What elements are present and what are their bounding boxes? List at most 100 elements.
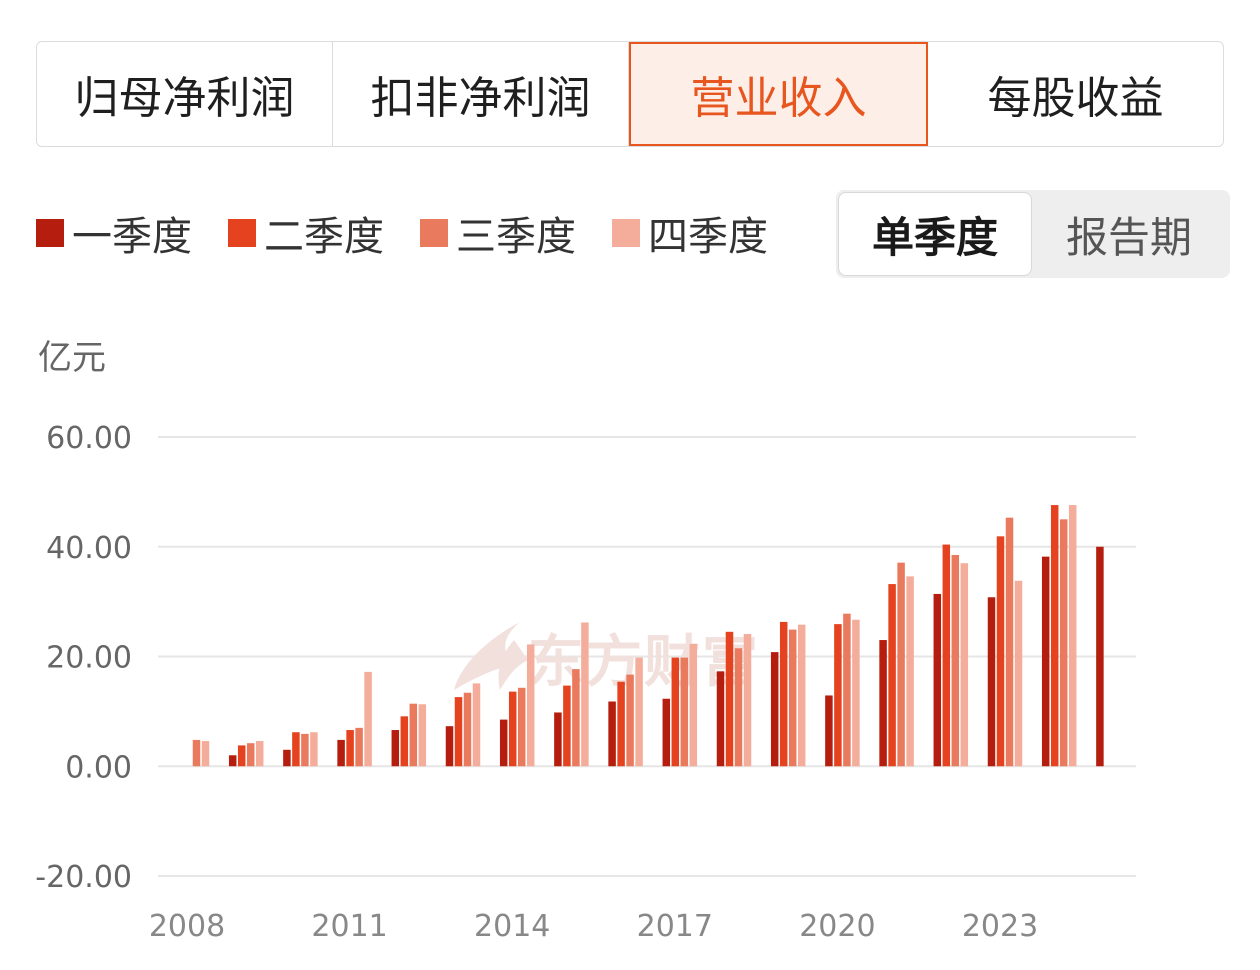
bar-q3-2013[interactable] xyxy=(463,692,472,767)
x-tick-label: 2011 xyxy=(311,909,387,944)
tab-operating-revenue[interactable]: 营业收入 xyxy=(629,42,928,146)
bar-q4-2021[interactable] xyxy=(906,576,914,767)
bars xyxy=(192,505,1104,767)
bar-q3-2014[interactable] xyxy=(517,687,526,767)
bar-q2-2022[interactable] xyxy=(942,544,951,767)
y-axis-ticks: 60.00 40.00 20.00 0.00 -20.00 xyxy=(35,421,132,895)
bar-q4-2020[interactable] xyxy=(852,619,860,767)
bar-q3-2015[interactable] xyxy=(572,669,580,767)
bar-q2-2017[interactable] xyxy=(671,657,680,767)
bar-q4-2010[interactable] xyxy=(310,732,318,767)
bar-q4-2012[interactable] xyxy=(418,704,427,767)
bar-q1-2015[interactable] xyxy=(554,712,562,767)
bar-q3-2016[interactable] xyxy=(626,674,634,767)
y-tick-label: 0.00 xyxy=(65,750,132,785)
legend-label-q4: 四季度 xyxy=(648,214,768,260)
legend-item-q1[interactable]: 一季度 xyxy=(36,204,192,262)
legend-label-q2: 二季度 xyxy=(264,214,384,260)
tab-net-profit-deducted[interactable]: 扣非净利润 xyxy=(333,42,629,146)
x-tick-label: 2014 xyxy=(474,909,550,944)
legend-swatch-q4 xyxy=(612,219,640,247)
bar-q4-2016[interactable] xyxy=(635,657,643,767)
x-axis-ticks: 2008 2011 2014 2017 2020 2023 xyxy=(149,909,1038,944)
period-toggle: 单季度 报告期 xyxy=(836,190,1230,278)
bar-q2-2012[interactable] xyxy=(400,716,409,767)
bar-q1-2021[interactable] xyxy=(879,640,887,767)
bar-q3-2017[interactable] xyxy=(680,657,689,767)
legend-swatch-q3 xyxy=(420,219,448,247)
bar-q4-2008[interactable] xyxy=(201,741,210,767)
legend-item-q3[interactable]: 三季度 xyxy=(420,204,576,262)
bar-q3-2010[interactable] xyxy=(301,733,309,767)
bar-q3-2012[interactable] xyxy=(409,703,418,767)
bar-q4-2024[interactable] xyxy=(1068,505,1077,767)
bar-q3-2023[interactable] xyxy=(1005,517,1014,767)
bar-q1-2012[interactable] xyxy=(391,730,400,767)
bar-q3-2019[interactable] xyxy=(788,629,797,767)
y-tick-label: 20.00 xyxy=(46,641,132,676)
bar-q1-2010[interactable] xyxy=(283,749,291,767)
bar-q3-2011[interactable] xyxy=(355,727,363,767)
bar-q2-2018[interactable] xyxy=(725,631,734,767)
y-tick-label: 60.00 xyxy=(46,421,132,456)
bar-q1-2025[interactable] xyxy=(1096,546,1104,767)
bar-q3-2008[interactable] xyxy=(192,739,201,767)
bar-q2-2024[interactable] xyxy=(1050,505,1059,767)
bar-q2-2015[interactable] xyxy=(563,685,571,767)
bar-q1-2017[interactable] xyxy=(662,698,671,767)
bar-q1-2023[interactable] xyxy=(987,597,996,767)
y-tick-label: -20.00 xyxy=(35,860,132,895)
bar-q4-2023[interactable] xyxy=(1014,580,1023,767)
bar-q3-2009[interactable] xyxy=(246,743,255,767)
x-tick-label: 2023 xyxy=(962,909,1038,944)
bar-q4-2018[interactable] xyxy=(743,634,752,767)
tab-net-profit-parent[interactable]: 归母净利润 xyxy=(37,42,333,146)
bar-q2-2014[interactable] xyxy=(508,691,517,767)
bar-q4-2022[interactable] xyxy=(960,563,969,767)
legend-item-q4[interactable]: 四季度 xyxy=(612,204,768,262)
bar-q2-2009[interactable] xyxy=(237,745,246,767)
bar-q3-2018[interactable] xyxy=(734,648,743,767)
bar-q4-2014[interactable] xyxy=(526,644,535,767)
bar-q3-2024[interactable] xyxy=(1059,519,1068,767)
legend-label-q1: 一季度 xyxy=(72,214,192,260)
bar-q2-2023[interactable] xyxy=(996,536,1005,767)
bar-q4-2009[interactable] xyxy=(255,741,264,767)
tab-eps[interactable]: 每股收益 xyxy=(987,73,1164,124)
bar-q1-2019[interactable] xyxy=(770,652,779,767)
watermark: 东方财富 xyxy=(454,622,760,695)
bar-q1-2020[interactable] xyxy=(825,695,833,767)
period-report-button[interactable]: 报告期 xyxy=(1065,212,1192,262)
bar-q4-2013[interactable] xyxy=(472,683,481,767)
legend-item-q2[interactable]: 二季度 xyxy=(228,204,384,262)
bar-q1-2024[interactable] xyxy=(1041,556,1050,767)
chart-legend: 一季度 二季度 三季度 四季度 xyxy=(36,198,804,268)
bar-q4-2011[interactable] xyxy=(364,671,372,767)
watermark-text: 东方财富 xyxy=(528,630,760,695)
y-axis-unit-label: 亿元 xyxy=(38,338,106,378)
bar-q3-2020[interactable] xyxy=(843,613,851,767)
bar-q2-2010[interactable] xyxy=(292,732,300,767)
bar-q2-2011[interactable] xyxy=(346,730,354,767)
x-tick-label: 2020 xyxy=(799,909,875,944)
bar-q2-2020[interactable] xyxy=(834,624,842,767)
bar-q2-2013[interactable] xyxy=(454,697,463,767)
bar-q1-2011[interactable] xyxy=(337,739,345,767)
bar-q1-2018[interactable] xyxy=(716,671,725,767)
bar-q1-2009[interactable] xyxy=(228,755,237,767)
x-tick-label: 2008 xyxy=(149,909,225,944)
bar-q3-2021[interactable] xyxy=(897,562,905,767)
bar-q1-2014[interactable] xyxy=(499,719,508,767)
bar-q4-2017[interactable] xyxy=(689,643,698,767)
bar-q1-2013[interactable] xyxy=(445,726,454,767)
bar-q4-2019[interactable] xyxy=(797,624,806,767)
bar-q3-2022[interactable] xyxy=(951,554,960,767)
bar-q4-2015[interactable] xyxy=(581,622,589,767)
period-single-quarter-button[interactable]: 单季度 xyxy=(838,192,1032,276)
bar-q2-2021[interactable] xyxy=(888,584,896,767)
x-tick-label: 2017 xyxy=(637,909,713,944)
bar-q2-2016[interactable] xyxy=(617,681,625,767)
bar-q1-2016[interactable] xyxy=(608,701,616,767)
bar-q2-2019[interactable] xyxy=(779,621,788,767)
bar-q1-2022[interactable] xyxy=(933,593,942,767)
